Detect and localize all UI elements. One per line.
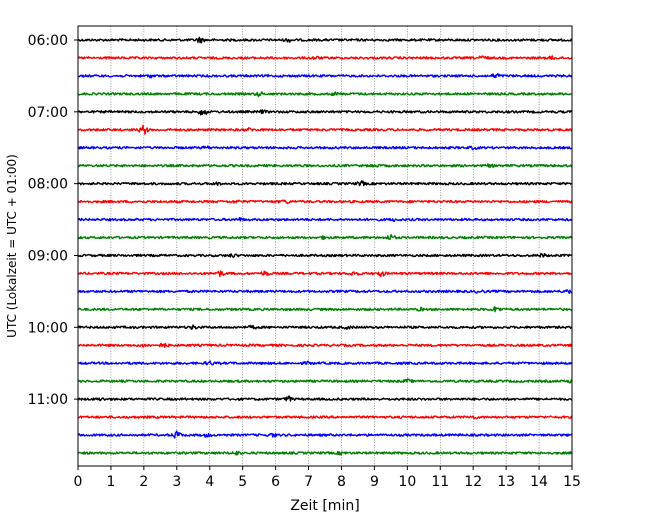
x-tick-label-3: 3	[172, 474, 181, 490]
trace-0930	[77, 289, 573, 294]
x-tick-label-13: 13	[497, 474, 515, 490]
trace-0730	[77, 145, 573, 151]
trace-0745	[77, 163, 573, 169]
y-tick-label-0800: 08:00	[28, 177, 68, 193]
x-tick-label-7: 7	[304, 474, 313, 490]
trace-0630	[77, 73, 573, 79]
x-tick-label-0: 0	[74, 474, 83, 490]
x-axis-label: Zeit [min]	[290, 498, 359, 514]
x-tick-label-10: 10	[398, 474, 416, 490]
y-tick-label-1000: 10:00	[28, 320, 68, 336]
trace-0845	[77, 234, 573, 241]
x-tick-label-1: 1	[106, 474, 115, 490]
x-tick-label-15: 15	[563, 474, 581, 490]
x-tick-label-5: 5	[238, 474, 247, 490]
y-tick-label-0600: 06:00	[28, 33, 68, 49]
y-axis-ticks: 06:00 07:00 08:00 09:00 10:00 11:00	[28, 33, 78, 408]
trace-0800	[77, 180, 573, 187]
trace-1000	[77, 324, 573, 330]
plot-frame	[77, 25, 573, 467]
seismogram-traces	[77, 36, 573, 456]
trace-0945	[78, 306, 573, 313]
x-axis-ticks: 0 1 2 3 4 5 6 7 8 9 10 11 12 13 14 15	[74, 466, 581, 490]
trace-1015	[77, 342, 573, 348]
y-tick-label-0700: 07:00	[28, 105, 68, 121]
x-tick-label-8: 8	[337, 474, 346, 490]
x-tick-label-2: 2	[139, 474, 148, 490]
trace-0645	[77, 91, 573, 98]
vertical-gridlines	[110, 26, 540, 466]
trace-0700	[77, 109, 573, 116]
trace-0715	[77, 124, 573, 135]
trace-0900	[77, 252, 573, 258]
trace-0830	[77, 216, 573, 223]
trace-1130	[77, 430, 573, 439]
trace-1100	[77, 395, 573, 402]
trace-1145	[77, 450, 573, 456]
x-tick-label-9: 9	[370, 474, 379, 490]
x-tick-label-14: 14	[530, 474, 548, 490]
y-tick-label-0900: 09:00	[28, 248, 68, 264]
x-tick-label-6: 6	[271, 474, 280, 490]
trace-0615	[77, 55, 573, 61]
trace-1045	[77, 378, 573, 384]
x-tick-label-4: 4	[205, 474, 214, 490]
trace-0915	[77, 270, 573, 278]
trace-1115	[77, 415, 573, 420]
x-tick-label-12: 12	[464, 474, 482, 490]
trace-1030	[77, 360, 573, 366]
y-tick-label-1100: 11:00	[28, 392, 68, 408]
y-axis-label: UTC (Lokalzeit = UTC + 01:00)	[5, 154, 19, 338]
trace-0815	[77, 199, 573, 205]
trace-0600	[77, 36, 573, 44]
x-tick-label-11: 11	[431, 474, 449, 490]
